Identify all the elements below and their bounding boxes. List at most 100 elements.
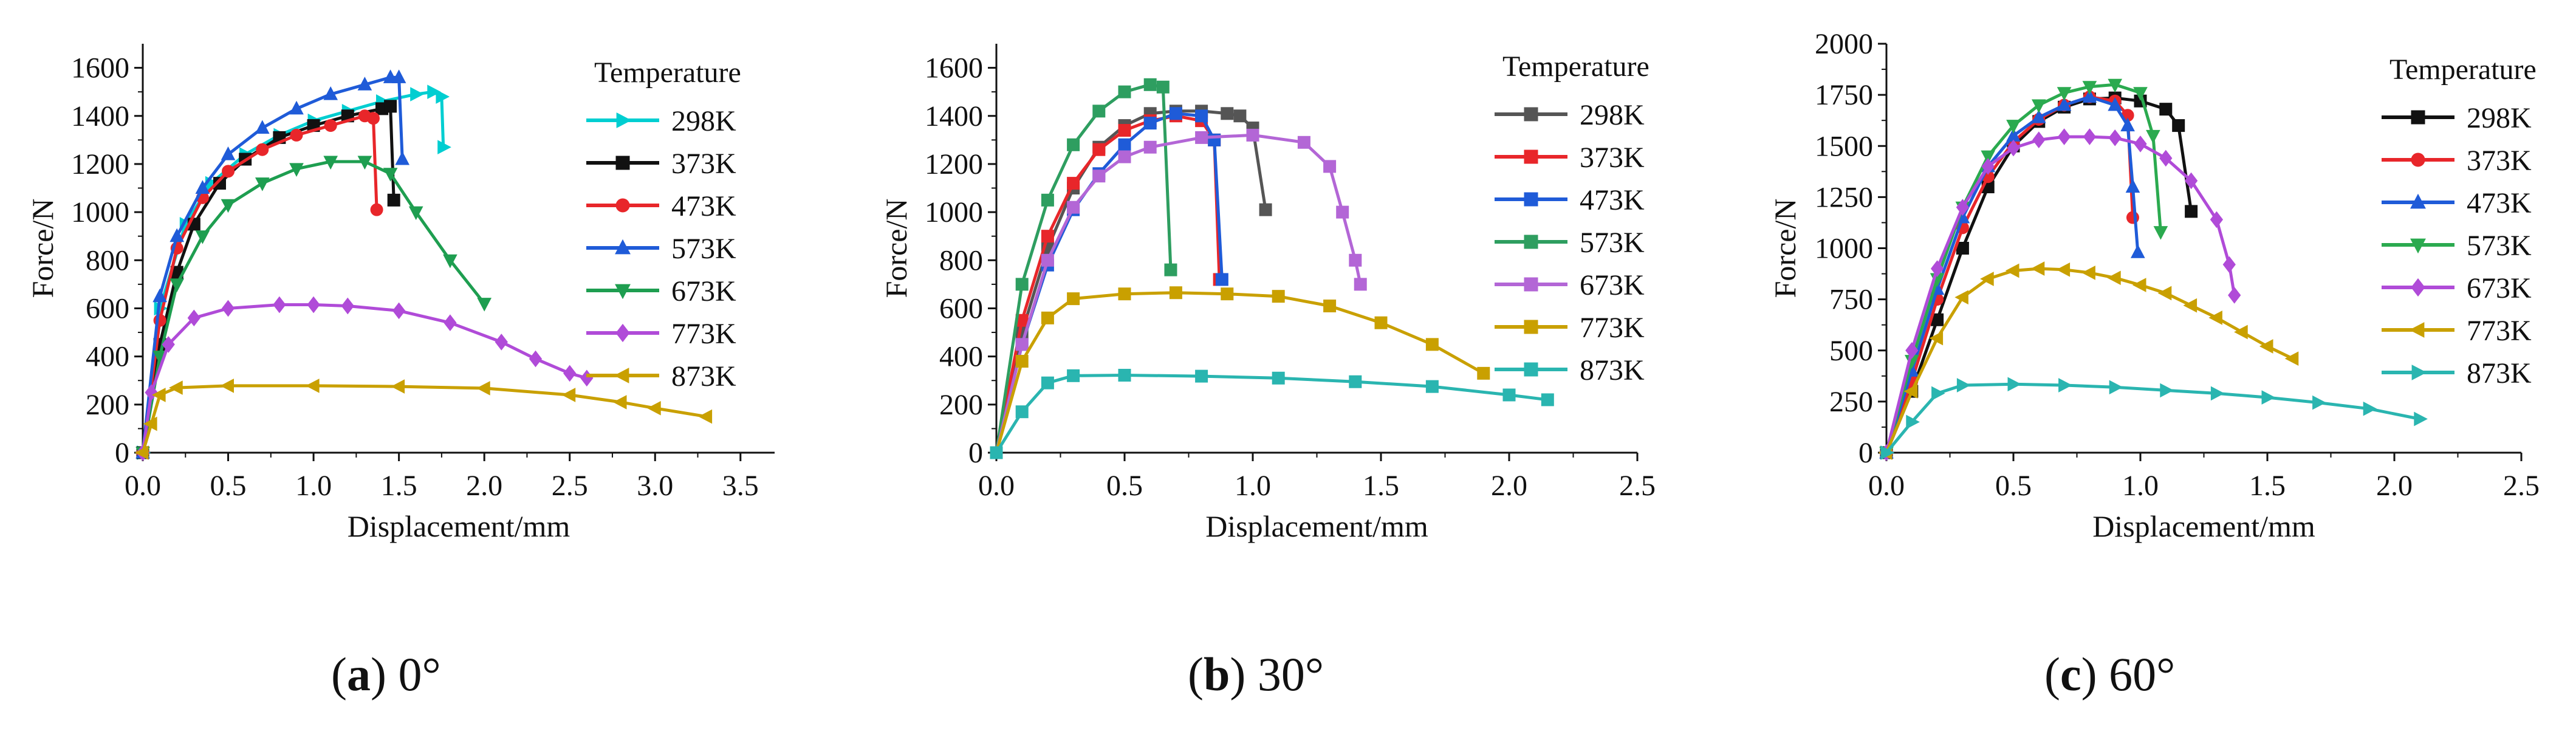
y-axis-label: Force/N [1768,199,1802,298]
y-tick-label: 400 [939,341,983,373]
data-point-773K [2081,266,2095,280]
data-point-473K [1118,138,1131,151]
x-tick-label: 2.5 [1619,470,1656,502]
caption-a-label: a [346,648,371,701]
y-tick-label: 1600 [925,52,983,84]
data-point-773K [1374,316,1388,329]
y-tick-label: 250 [1829,386,1873,418]
y-tick-label: 200 [86,389,129,421]
series-line-873K [141,384,707,453]
data-point-473K [2125,179,2140,193]
y-tick-label: 1200 [925,148,983,180]
data-point-573K [1041,193,1054,207]
data-point-573K [323,86,338,100]
data-point-673K [1905,341,1919,359]
data-point-673K [443,254,457,269]
data-point-873K [2261,390,2276,405]
data-point-873K [2007,377,2022,392]
x-tick-label: 0.5 [210,470,247,502]
series-line-773K [141,303,587,453]
x-tick-label: 2.5 [552,470,588,502]
data-point-873K [1195,369,1208,383]
y-tick-label: 1250 [1815,181,1873,213]
data-point-773K [1041,311,1054,324]
x-tick-label: 0.5 [1106,470,1143,502]
y-tick-label: 1400 [925,100,983,132]
data-point-673K [1349,253,1362,267]
caption-b-text: 30° [1257,648,1324,701]
x-tick-label: 3.0 [637,470,673,502]
legend-label: 873K [671,360,736,393]
data-point-298K [427,84,441,100]
series-line-673K [1885,135,2236,453]
y-tick-label: 1750 [1815,79,1873,111]
data-point-873K [476,381,490,396]
data-point-773K [145,384,158,401]
data-point-673K [2057,128,2071,145]
y-tick-label: 0 [1858,437,1873,469]
legend-label: 473K [2467,187,2532,219]
data-point-673K [1956,199,1970,216]
legend-swatch-marker [2411,110,2425,125]
data-point-773K [2259,339,2273,354]
legend-swatch-marker [614,368,629,383]
data-point-573K [1981,150,1996,165]
caption-c-text: 60° [2109,648,2176,701]
series-873K [1880,377,2428,460]
data-point-673K [1067,201,1080,214]
data-point-373K [1092,143,1106,156]
data-point-473K [2108,97,2123,111]
legend-swatch-marker [615,284,631,300]
data-point-473K [1215,273,1228,286]
data-point-773K [2183,298,2197,313]
data-point-873K [220,379,234,393]
legend-label: 773K [1580,312,1645,344]
data-point-298K [1259,203,1272,216]
data-point-673K [2210,211,2224,228]
data-point-773K [307,296,320,314]
legend-swatch-marker [2410,193,2426,209]
data-point-673K [1092,170,1106,183]
data-point-773K [1980,272,1994,286]
data-point-773K [2208,310,2222,325]
data-point-873K [990,446,1003,459]
y-tick-label: 400 [86,341,129,373]
data-point-573K [1164,263,1177,276]
legend-label: 773K [2467,315,2532,347]
data-point-473K [1143,117,1157,130]
data-point-673K [1143,140,1157,154]
series-873K [134,379,713,460]
x-tick-label: 2.0 [1491,470,1527,502]
data-point-773K [563,365,577,382]
y-tick-label: 600 [939,292,983,324]
x-tick-label: 2.0 [466,470,502,502]
series-773K [990,286,1490,459]
data-point-773K [529,350,543,368]
x-axis-label: Displacement/mm [348,509,570,543]
data-point-298K [437,140,451,155]
data-point-673K [2184,172,2198,190]
data-point-873K [152,388,166,402]
legend-label: 573K [671,233,736,265]
data-point-473K [2057,97,2072,111]
data-point-573K [2006,120,2021,134]
data-point-673K [383,168,398,182]
data-point-673K [1015,338,1029,351]
legend-label: 473K [1580,184,1645,216]
legend-label: 473K [671,190,736,222]
x-tick-label: 0.0 [1868,470,1905,502]
panel-c: 0.0 0.5 1.0 1.5 2.0 2.5 0 250 500 750 1000 1250 1500… [1768,28,2540,543]
y-tick-label: 0 [115,437,129,469]
data-point-473K [2120,117,2135,132]
data-point-373K [384,100,397,113]
y-tick-label: 1000 [1815,233,1873,265]
caption-a-text: 0° [398,648,441,701]
data-point-673K [1246,128,1259,142]
data-point-873K [1118,369,1131,382]
data-point-773K [1169,286,1182,300]
data-point-298K [2185,205,2198,218]
data-point-773K [1477,366,1490,380]
data-point-673K [2134,135,2147,153]
data-point-773K [2234,324,2248,340]
data-point-773K [162,336,175,353]
